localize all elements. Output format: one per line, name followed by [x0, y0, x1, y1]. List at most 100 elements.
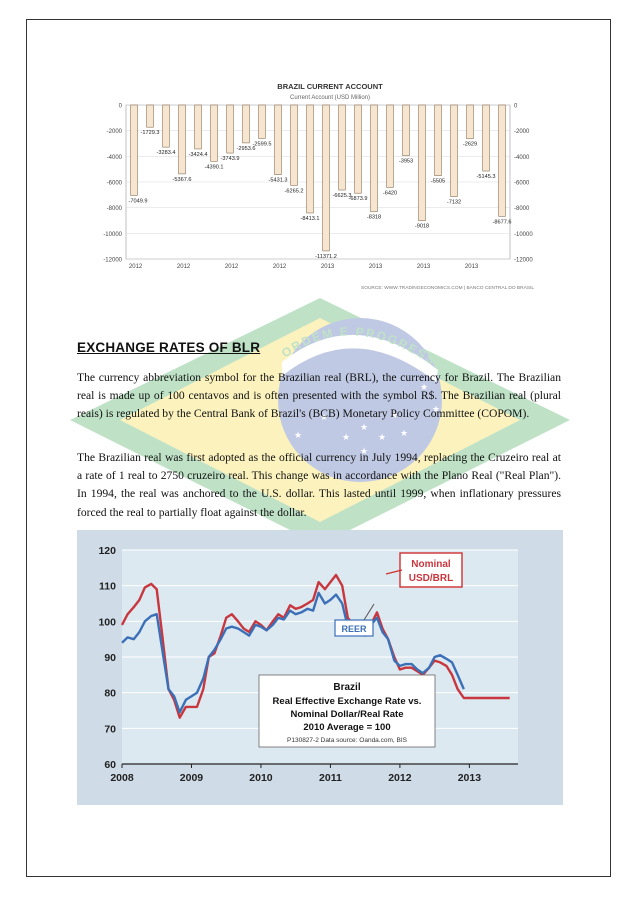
chart1-bar: [418, 104, 426, 222]
chart2-x-tick: 2011: [319, 772, 342, 784]
svg-text:★: ★: [432, 405, 440, 415]
chart1-bar-label: -9018: [415, 224, 429, 230]
chart1-bar-label: -7049.9: [129, 198, 148, 204]
chart1-x-tick: 2013: [465, 264, 479, 270]
chart1-bar: [210, 104, 218, 162]
chart1-source: SOURCE: WWW.TRADINGECONOMICS.COM | BANCO…: [361, 285, 534, 291]
page-frame: [26, 19, 611, 877]
chart1-bar: [258, 104, 266, 139]
section-heading: EXCHANGE RATES OF BLR: [77, 340, 261, 355]
chart1-bar-label: -6873.9: [349, 196, 368, 202]
chart2-x-tick: 2013: [458, 772, 482, 784]
chart1-bar: [386, 104, 394, 188]
nominal-callout-line2: USD/BRL: [409, 573, 453, 584]
svg-text:★: ★: [360, 423, 368, 433]
chart1-bar-label: -2599.5: [253, 141, 272, 147]
chart1-bar: [130, 104, 138, 196]
chart2-y-tick: 60: [104, 759, 116, 771]
svg-text:★: ★: [378, 433, 386, 443]
flag-stars: ★★★ ★★ ★ ★★★ ★★: [294, 353, 440, 457]
svg-text:★: ★: [400, 429, 408, 439]
chart1-y-tick-right: -8000: [514, 206, 530, 212]
chart1-bar-label: -3283.4: [157, 150, 176, 156]
nominal-callout-line1: Nominal: [411, 559, 451, 570]
chart1-bar: [450, 104, 458, 197]
chart1-bar-label: -6420: [383, 190, 397, 196]
chart2-legend-box: [258, 674, 436, 748]
chart2-x-tick: 2010: [249, 772, 273, 784]
chart1-bar-label: -1729.3: [141, 130, 160, 136]
chart1-bar-label: -5367.6: [173, 177, 192, 183]
chart1-bar: [370, 104, 378, 213]
chart1-y-tick-right: -12000: [514, 258, 533, 264]
chart1-bar-label: -4390.1: [205, 164, 224, 170]
chart2-y-tick: 100: [98, 616, 116, 628]
chart1-y-tick-right: 0: [514, 104, 518, 110]
chart2-y-tick: 80: [104, 688, 116, 700]
reer-line: [121, 591, 465, 714]
reer-callout-arrow: [363, 603, 375, 621]
paragraph-1: The currency abbreviation symbol for the…: [77, 371, 561, 421]
chart1-bar-label: -3953: [399, 159, 413, 165]
chart1-y-tick-right: -6000: [514, 181, 530, 187]
flag-diamond: [70, 298, 570, 545]
chart2-y-tick: 70: [104, 723, 116, 735]
chart1-bar-label: -8677.6: [493, 219, 512, 225]
chart1-bar: [322, 104, 330, 252]
chart1-bar-label: -5145.3: [477, 174, 496, 180]
svg-text:★: ★: [410, 353, 418, 363]
svg-text:★: ★: [320, 413, 328, 423]
chart1-bar: [338, 104, 346, 191]
chart1-x-tick: 2013: [369, 264, 383, 270]
chart1-bar: [402, 104, 410, 157]
chart1-x-tick: 2012: [225, 264, 239, 270]
chart2-lines: [120, 573, 510, 719]
chart1-y-tick-left: -8000: [107, 206, 123, 212]
chart1-bar: [498, 104, 506, 217]
reer-callout-label: REER: [341, 624, 367, 634]
nominal-line: [120, 573, 510, 719]
chart1-bar-label: -7132: [447, 200, 461, 206]
chart1-subtitle: Current Account (USD Million): [290, 95, 370, 101]
chart1-bar-label: -2629: [463, 142, 477, 148]
svg-text:★: ★: [420, 383, 428, 393]
brazil-flag-watermark: ORDEM E PROGRESSO ★★★ ★★★ ★★★ ★★: [60, 290, 570, 545]
flag-banner: [282, 334, 438, 382]
chart1-bar: [242, 104, 250, 144]
chart2-box-line3: 2010 Average = 100: [303, 722, 390, 733]
svg-text:★: ★: [294, 431, 302, 441]
chart1-bar-label: -3424.4: [189, 152, 208, 158]
chart1-bar: [146, 104, 154, 128]
chart2-y-tick: 120: [98, 545, 116, 557]
chart1-bar: [178, 104, 186, 175]
current-account-chart: BRAZIL CURRENT ACCOUNT Current Account (…: [103, 82, 534, 291]
chart2-x-tick: 2008: [110, 772, 134, 784]
chart1-y-tick-left: 0: [119, 104, 123, 110]
chart1-x-tick: 2013: [417, 264, 431, 270]
chart1-bar-label: -5431.3: [269, 178, 288, 184]
chart1-bar-label: -8413.1: [301, 216, 320, 222]
chart1-bar-label: -2953.6: [237, 146, 256, 152]
chart2-box-title: Brazil: [333, 682, 360, 693]
svg-text:★: ★: [342, 433, 350, 443]
svg-text:★: ★: [360, 447, 368, 457]
chart2-y-tick: 90: [104, 652, 116, 664]
chart1-x-tick: 2012: [177, 264, 191, 270]
chart2-box-line2: Nominal Dollar/Real Rate: [291, 709, 404, 720]
chart2-axes: 60 70 80 90 100 110 120 2008 2009 2010 2011 2012 201…: [98, 545, 518, 784]
chart1-x-tick: 2013: [321, 264, 335, 270]
chart1-bar-label: -8318: [367, 215, 381, 221]
chart1-bar: [482, 104, 490, 172]
chart1-bar: [354, 104, 362, 194]
chart1-bar: [226, 104, 234, 154]
flag-rhombus: [120, 318, 520, 522]
exchange-rate-chart: 60 70 80 90 100 110 120 2008 2009 2010 2011 2012 201…: [77, 530, 563, 805]
chart1-bar: [274, 104, 282, 176]
chart1-bars: [130, 104, 506, 252]
chart1-bar: [466, 104, 474, 140]
chart1-bar-label: -11371.2: [315, 254, 337, 260]
chart1-y-tick-right: -4000: [514, 155, 530, 161]
chart1-y-tick-left: -6000: [107, 181, 123, 187]
reer-callout-box: [334, 619, 374, 637]
chart1-bar-label: -6265.2: [285, 188, 304, 194]
